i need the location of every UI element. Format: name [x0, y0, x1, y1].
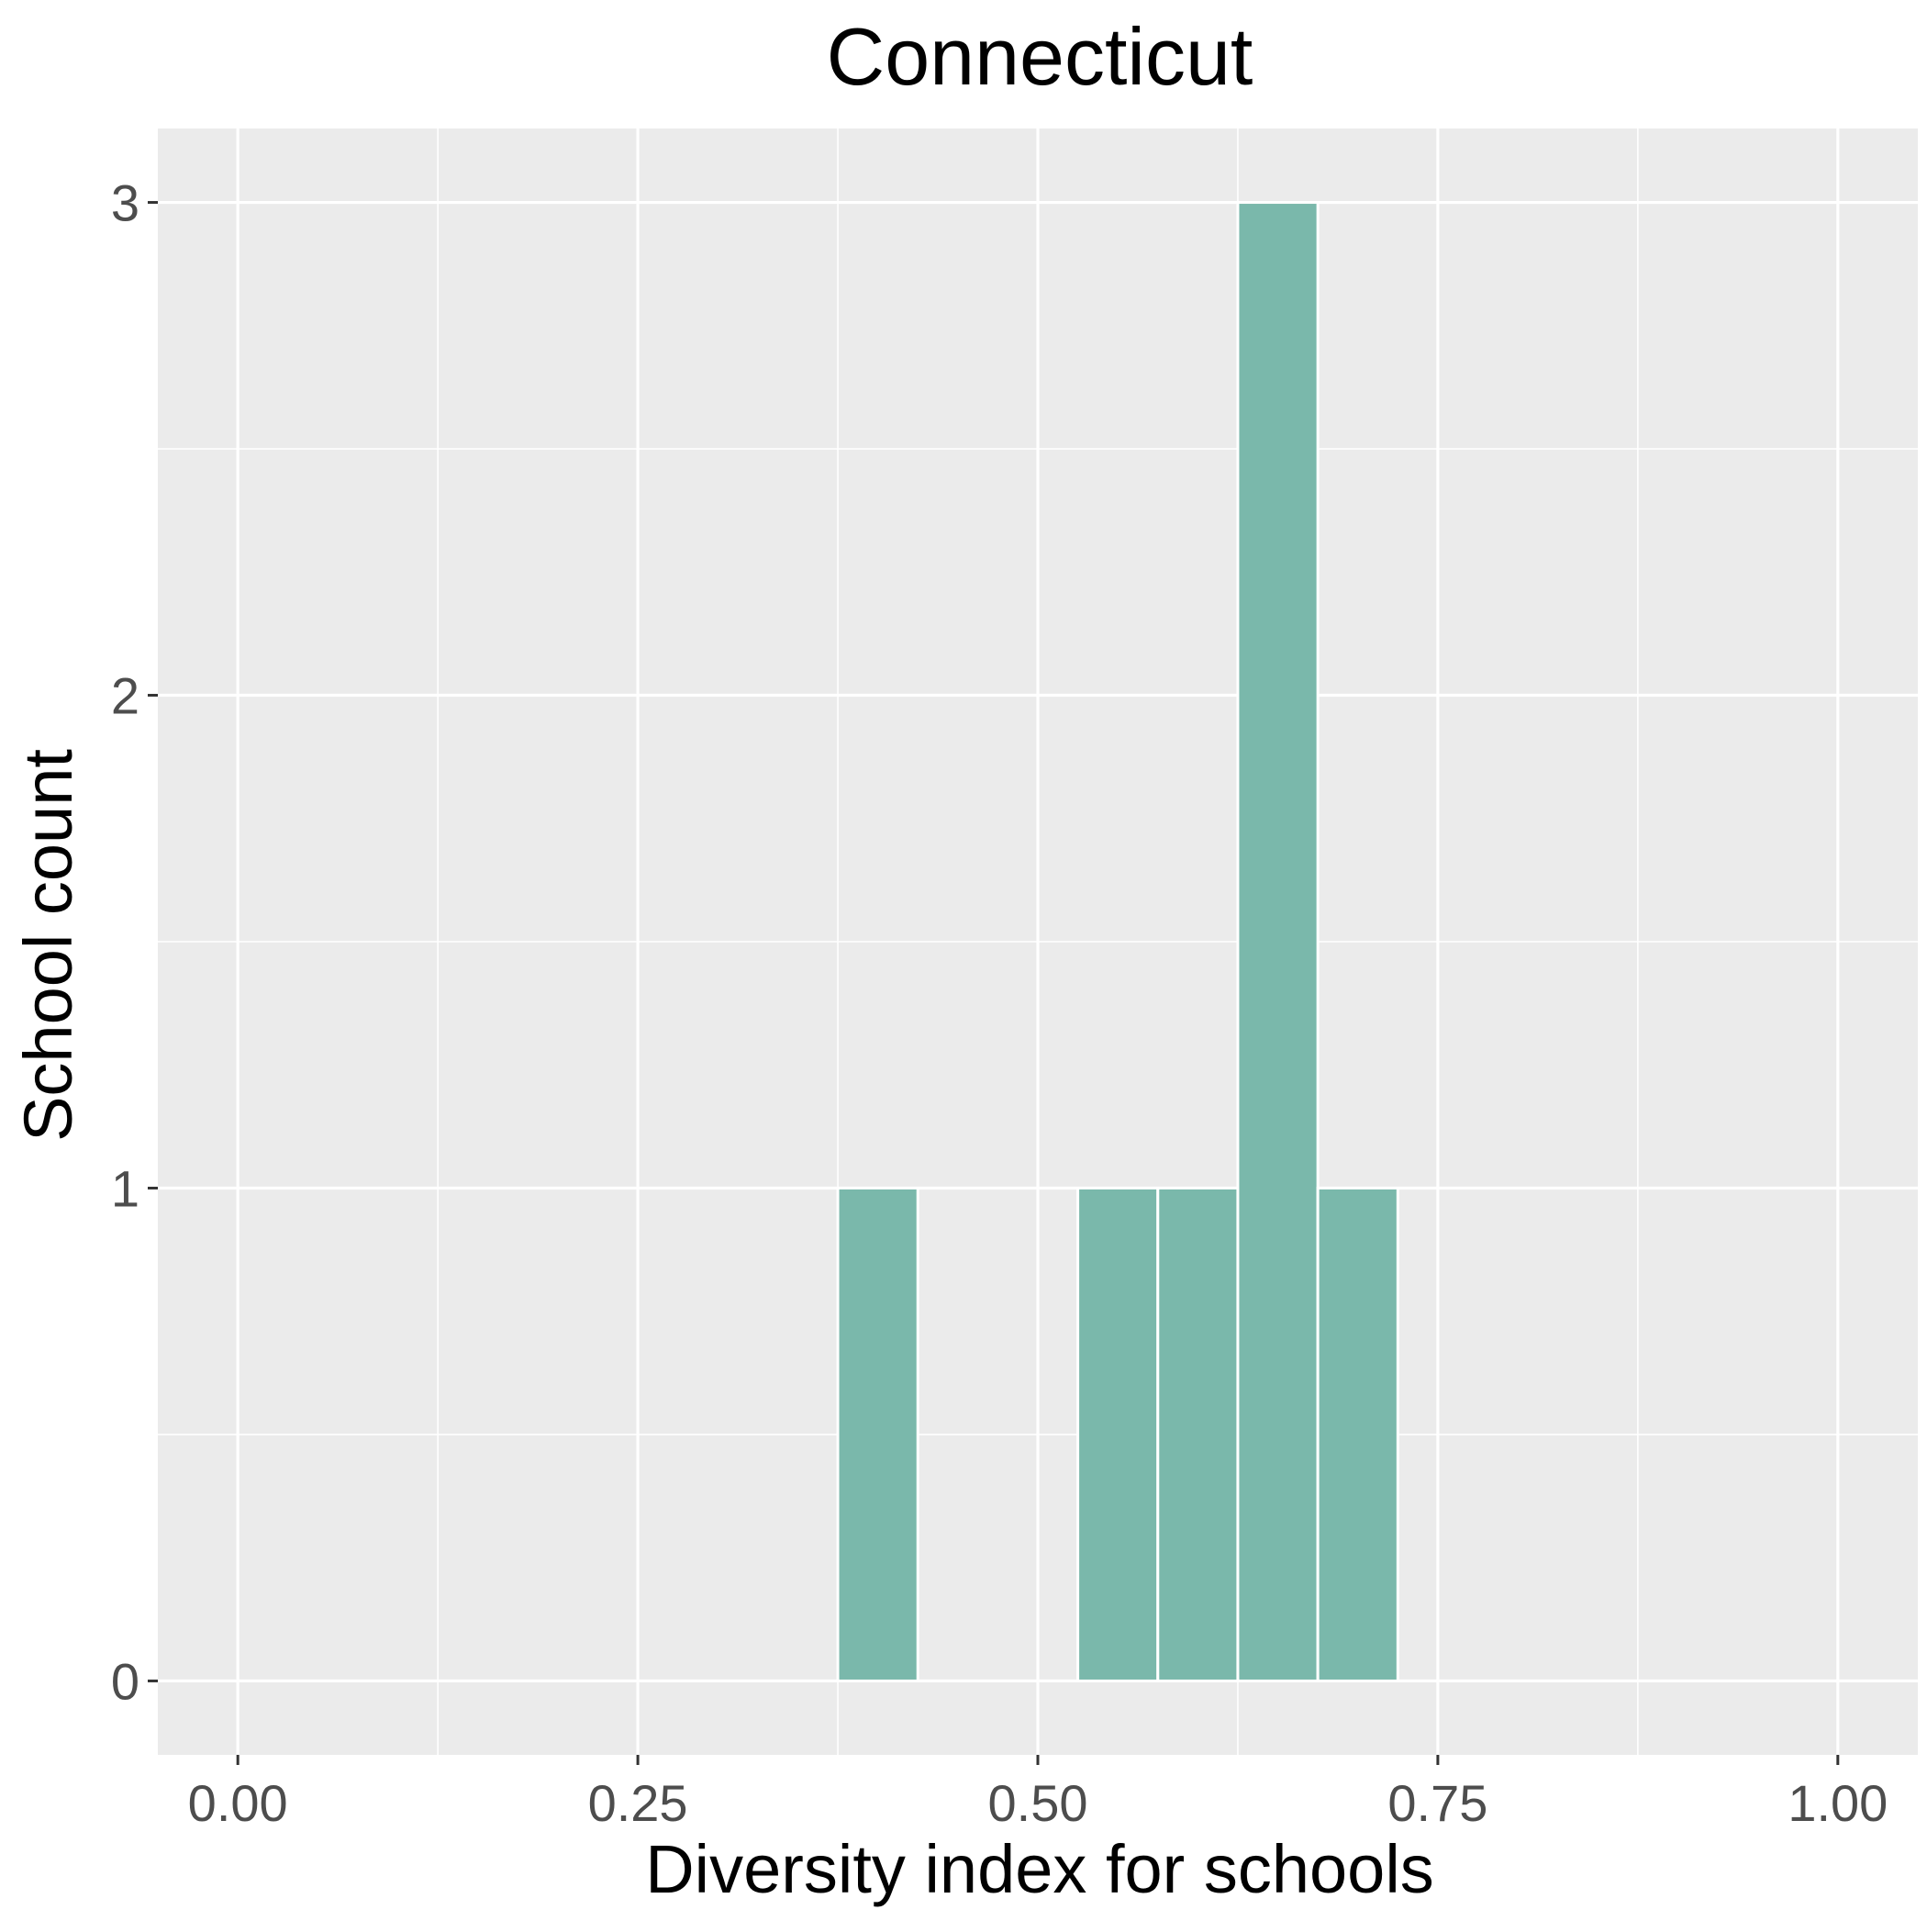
x-tick-label: 0.00	[188, 1774, 288, 1832]
histogram-bar	[1076, 1186, 1160, 1682]
y-tick-label: 1	[111, 1159, 139, 1217]
y-axis-title: School count	[10, 749, 86, 1142]
x-tick-label: 0.50	[988, 1774, 1088, 1832]
axis-ticks: 0.00 0.25 0.50 0.75 1.00 0 1 2 3	[111, 174, 1888, 1832]
histogram-bar	[1316, 1186, 1399, 1682]
bars	[238, 201, 1838, 1682]
histogram-bar	[1236, 201, 1320, 1682]
y-tick-label: 3	[111, 174, 139, 232]
chart-title: Connecticut	[827, 11, 1253, 102]
y-tick-label: 2	[111, 667, 139, 725]
y-tick-label: 0	[111, 1652, 139, 1710]
histogram-bar	[836, 1186, 919, 1682]
histogram-bar	[1156, 1186, 1240, 1682]
x-tick-label: 0.75	[1387, 1774, 1487, 1832]
x-tick-label: 1.00	[1788, 1774, 1888, 1832]
x-tick-label: 0.25	[588, 1774, 688, 1832]
x-axis-title: Diversity index for schools	[645, 1831, 1434, 1907]
